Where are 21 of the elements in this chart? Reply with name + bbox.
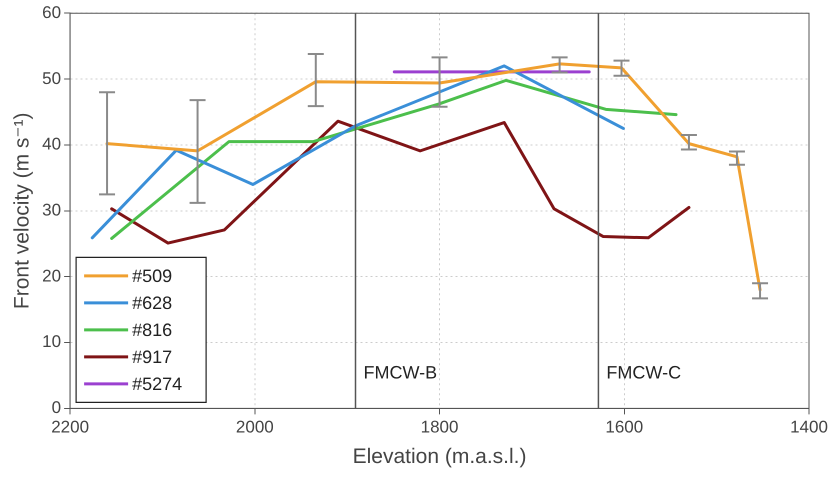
legend-label: #628 xyxy=(132,292,172,313)
y-tick-label: 30 xyxy=(42,200,62,220)
y-axis-title: Front velocity (m s⁻¹) xyxy=(10,112,34,310)
y-tick-label: 60 xyxy=(42,2,62,22)
ref-line-label: FMCW-B xyxy=(364,362,438,382)
y-tick-label: 10 xyxy=(42,332,62,352)
x-tick-label: 2000 xyxy=(236,417,274,436)
x-tick-label: 2200 xyxy=(51,417,90,436)
x-tick-label: 1800 xyxy=(420,417,458,436)
x-tick-label: 1600 xyxy=(605,417,644,436)
ref-line-label: FMCW-C xyxy=(606,362,682,382)
legend-label: #509 xyxy=(132,266,172,286)
y-tick-label: 0 xyxy=(52,398,62,418)
legend-label: #816 xyxy=(132,320,172,340)
x-axis-title: Elevation (m.a.s.l.) xyxy=(352,445,526,468)
y-tick-label: 50 xyxy=(42,68,62,88)
legend-label: #917 xyxy=(132,346,172,367)
y-tick-label: 40 xyxy=(42,134,62,154)
y-tick-label: 20 xyxy=(42,266,62,286)
x-tick-label: 1400 xyxy=(790,417,828,436)
legend-label: #5274 xyxy=(132,374,182,394)
